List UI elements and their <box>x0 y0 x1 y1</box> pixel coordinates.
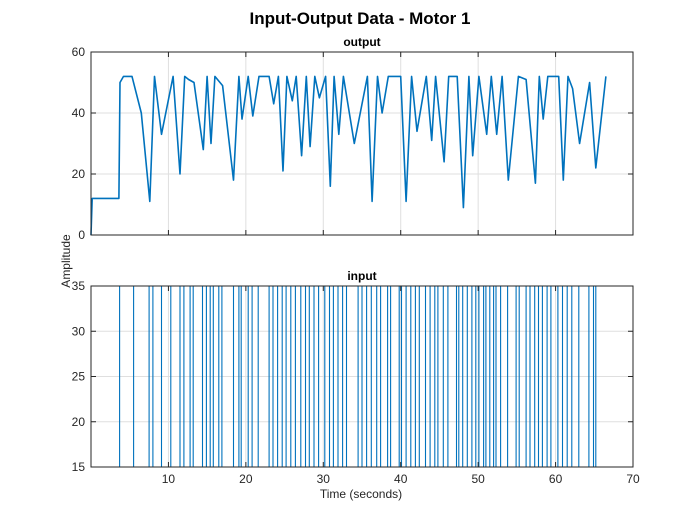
input-y-tick-label: 35 <box>72 279 86 293</box>
output-axes-box <box>90 51 634 236</box>
output-subplot-title: output <box>343 35 380 49</box>
output-y-tick-label: 20 <box>72 167 86 181</box>
input-x-tick-label: 30 <box>317 472 331 486</box>
output-axes: 0 20 40 60 output <box>72 35 634 242</box>
input-x-tick-label: 60 <box>549 472 563 486</box>
input-x-tick-label: 40 <box>394 472 408 486</box>
input-y-tick-label: 20 <box>72 415 86 429</box>
output-y-tick-label: 60 <box>72 45 86 59</box>
input-y-tick-label: 30 <box>72 324 86 338</box>
x-axis-label: Time (seconds) <box>320 487 402 501</box>
input-x-tick-label: 70 <box>626 472 640 486</box>
output-y-tick-label: 40 <box>72 106 86 120</box>
input-x-tick-label: 50 <box>471 472 485 486</box>
input-y-tick-label: 15 <box>72 460 86 474</box>
y-axis-label: Amplitude <box>59 234 73 288</box>
input-axes: 10 20 30 40 50 60 70 15 20 25 30 35 input <box>72 269 640 486</box>
figure-title: Input-Output Data - Motor 1 <box>250 9 471 28</box>
input-x-tick-label: 20 <box>239 472 253 486</box>
input-subplot-title: input <box>347 269 376 283</box>
output-series-line-0 <box>90 75 607 236</box>
input-x-tick-label: 10 <box>162 472 176 486</box>
input-y-tick-label: 25 <box>72 370 86 384</box>
output-y-tick-label: 0 <box>78 228 85 242</box>
